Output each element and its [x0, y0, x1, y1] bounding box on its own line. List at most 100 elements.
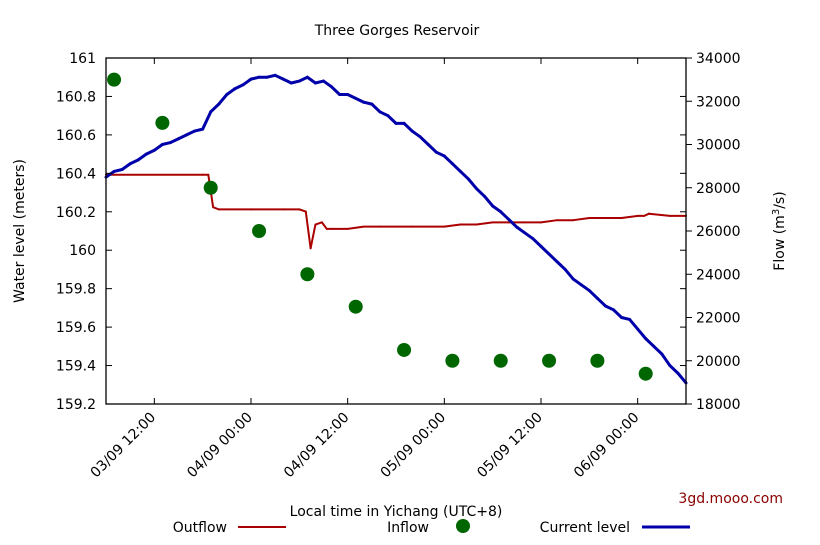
current-level-segment — [628, 317, 640, 331]
y-tick-label: 160 — [69, 243, 96, 259]
current-level-segment — [499, 210, 511, 221]
y-tick-label: 160.2 — [56, 205, 96, 221]
inflow-point — [300, 267, 315, 282]
current-level-segment — [386, 114, 398, 125]
inflow-series — [107, 72, 653, 381]
legend: Outflow Inflow Current level — [173, 519, 690, 536]
current-level-segment — [555, 260, 567, 271]
current-level-segment — [152, 143, 164, 152]
y-tick-label: 159.6 — [56, 320, 96, 336]
current-level-segment — [402, 121, 414, 133]
current-level-segment — [531, 237, 543, 248]
current-level-segment — [370, 102, 382, 114]
y2-tick-label: 34000 — [696, 51, 741, 67]
y-tick-label: 160.6 — [56, 128, 96, 144]
y-tick-label: 161 — [69, 51, 96, 67]
current-level-segment — [507, 217, 519, 229]
current-level-segment — [136, 152, 148, 162]
y2-tick-label: 24000 — [696, 267, 741, 283]
outflow-segment — [443, 223, 462, 228]
current-level-segment — [201, 110, 213, 131]
inflow-point — [542, 353, 557, 368]
inflow-point — [203, 180, 218, 195]
current-level-segment — [442, 154, 454, 166]
y-tick-label: 160.4 — [56, 166, 96, 182]
current-level-segment — [209, 102, 221, 114]
current-level-segment — [571, 277, 583, 287]
y2-tick-label: 28000 — [696, 181, 741, 197]
current-level-segment — [491, 204, 503, 214]
x-tick-label: 04/09 00:00 — [184, 410, 256, 482]
current-level-segment — [450, 162, 462, 173]
current-level-segment — [483, 194, 495, 208]
current-level-segment — [676, 371, 688, 385]
watermark: 3gd.mooo.com — [678, 491, 783, 507]
legend-inflow-label: Inflow — [387, 520, 429, 536]
current-level-segment — [217, 93, 229, 106]
current-level-segment — [644, 337, 656, 348]
outflow-segment — [475, 221, 494, 226]
y2-tick-label: 26000 — [696, 224, 741, 240]
y-tick-label: 159.8 — [56, 282, 96, 298]
y2-tick-label: 20000 — [696, 354, 741, 370]
current-level-segment — [612, 308, 624, 319]
current-level-segment — [120, 162, 132, 171]
outflow-segment — [309, 223, 317, 250]
outflow-segment — [304, 210, 312, 250]
current-level-segment — [523, 231, 535, 241]
x-tick-label: 05/09 00:00 — [378, 410, 450, 482]
current-level-series — [104, 73, 688, 385]
y2-tick-label: 22000 — [696, 311, 741, 327]
inflow-point — [638, 366, 653, 381]
x-tick-label: 05/09 12:00 — [474, 410, 546, 482]
x-tick-label: 03/09 12:00 — [88, 410, 160, 482]
current-level-segment — [587, 289, 599, 300]
current-level-segment — [668, 364, 680, 375]
legend-outflow-label: Outflow — [173, 520, 227, 536]
outflow-segment — [572, 217, 591, 222]
y2-tick-label: 30000 — [696, 138, 741, 154]
y-tick-label: 159.2 — [56, 397, 96, 413]
current-level-segment — [660, 352, 672, 368]
outflow-segment — [320, 221, 328, 230]
x-axis-label: Local time in Yichang (UTC+8) — [290, 504, 503, 520]
inflow-point — [590, 353, 605, 368]
inflow-point — [348, 299, 363, 314]
current-level-segment — [515, 225, 527, 235]
y-axis-label: Water level (meters) — [12, 159, 28, 303]
current-level-segment — [636, 327, 648, 341]
y-tick-label: 159.4 — [56, 359, 96, 375]
current-level-segment — [241, 77, 253, 87]
current-level-segment — [475, 187, 487, 198]
outflow-segment — [620, 214, 639, 220]
inflow-point — [445, 353, 460, 368]
y2-axis-label: Flow (m3/s) — [771, 191, 789, 270]
current-level-segment — [467, 177, 479, 191]
inflow-point — [397, 342, 412, 357]
current-level-segment — [322, 79, 334, 89]
current-level-segment — [579, 283, 591, 293]
outflow-series — [105, 173, 687, 250]
current-level-segment — [595, 296, 607, 308]
outflow-segment — [540, 219, 559, 224]
current-level-segment — [652, 344, 664, 356]
current-level-segment — [410, 129, 422, 139]
inflow-point — [155, 115, 170, 130]
current-level-segment — [458, 169, 470, 181]
outflow-segment — [346, 225, 365, 230]
current-level-segment — [426, 143, 438, 154]
outflow-segment — [647, 212, 671, 217]
current-level-segment — [305, 75, 317, 85]
plot-frame — [105, 57, 687, 405]
y2-tick-label: 32000 — [696, 94, 741, 110]
inflow-point — [252, 224, 267, 238]
y2-tick-label: 18000 — [696, 397, 741, 413]
outflow-segment — [212, 206, 220, 211]
current-level-segment — [547, 252, 559, 264]
current-level-segment — [563, 267, 575, 281]
chart-title: Three Gorges Reservoir — [314, 23, 480, 39]
outflow-segment — [314, 221, 323, 226]
current-level-segment — [539, 244, 551, 256]
inflow-point — [107, 72, 122, 87]
